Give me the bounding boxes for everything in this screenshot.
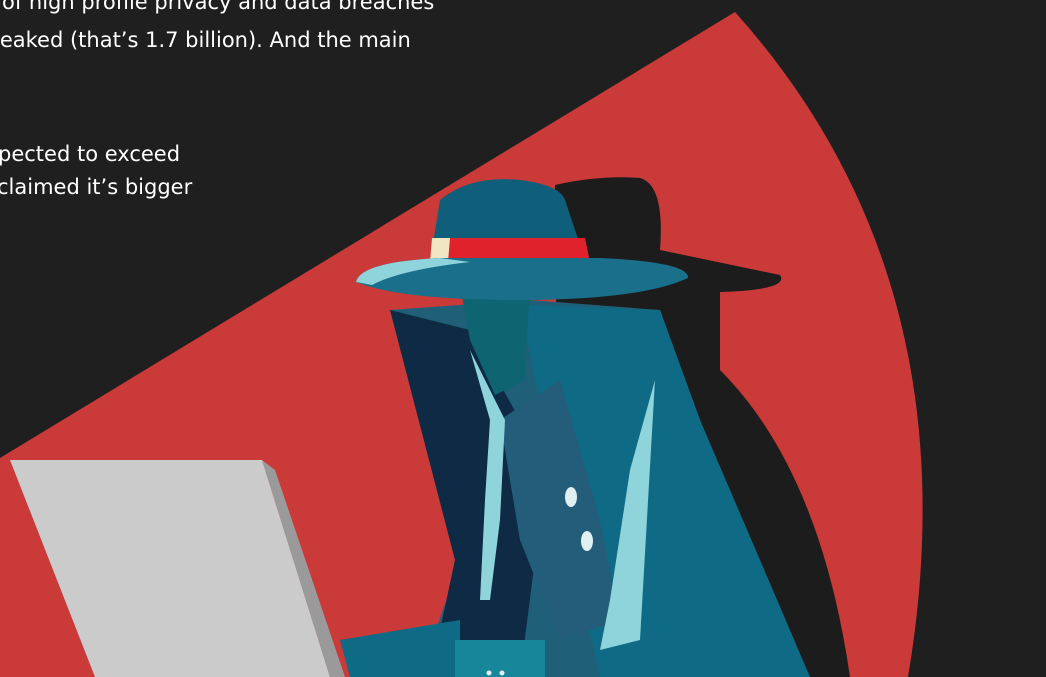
hat-brim	[356, 258, 689, 300]
lapel-edge	[470, 350, 505, 600]
coat-left	[390, 310, 540, 677]
laptop	[10, 460, 330, 677]
brim-highlight	[356, 258, 470, 285]
hat-band	[430, 238, 590, 262]
device	[455, 640, 545, 677]
coat-panel	[500, 380, 620, 640]
laptop-edge	[262, 460, 345, 677]
text-line: of high profile privacy and data breache…	[2, 0, 435, 14]
button	[581, 531, 593, 551]
coat-edge	[600, 380, 655, 650]
face	[460, 280, 530, 395]
button	[565, 487, 577, 507]
device-dot	[486, 670, 492, 676]
device-dot	[499, 670, 505, 676]
hand	[340, 620, 460, 677]
text-line: claimed it’s bigger	[0, 175, 193, 199]
hat-highlight	[430, 238, 450, 262]
text-line: pected to exceed	[0, 142, 181, 166]
text-line: leaked (that’s 1.7 billion). And the mai…	[0, 28, 411, 52]
